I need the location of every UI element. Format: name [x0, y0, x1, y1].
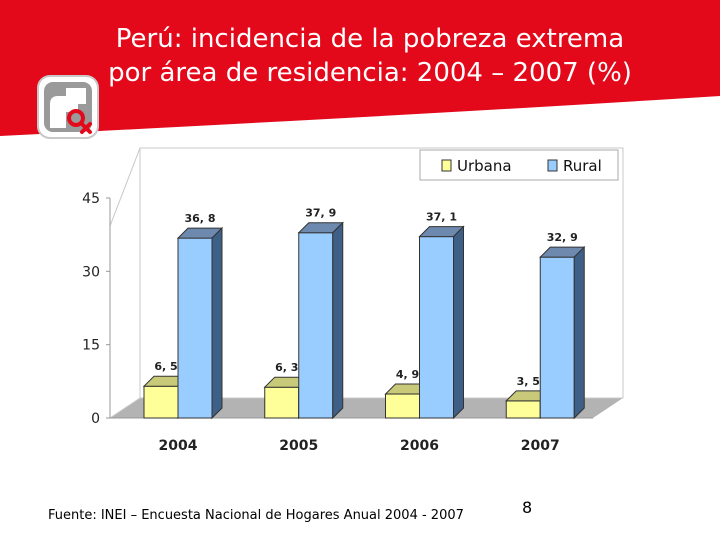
page-title: Perú: incidencia de la pobreza extrema p…	[90, 22, 650, 90]
x-axis: 2004 2005 2006 2007	[159, 438, 560, 454]
bar-side	[573, 245, 585, 420]
x-tick-label: 2004	[159, 438, 198, 454]
bar-urbana-2004	[143, 385, 179, 419]
bar-rural-2004	[177, 237, 213, 419]
bar-urbana-2005	[264, 386, 300, 419]
y-tick-label: 30	[82, 264, 100, 280]
page-number: 8	[522, 498, 533, 517]
data-label: 32, 9	[547, 231, 578, 244]
bar-side	[211, 226, 223, 420]
legend-label-rural: Rural	[563, 157, 602, 175]
legend-box	[419, 149, 619, 181]
chart-side-wall	[109, 147, 141, 419]
inei-logo-icon	[37, 75, 99, 139]
bar-chart: 0 15 30 45 6, 5 36, 8 6, 3 37, 9 4, 9 37, 1 3, 5 3…	[82, 147, 624, 454]
data-label: 36, 8	[185, 212, 216, 225]
legend-label-urbana: Urbana	[457, 157, 512, 175]
banner-shape	[0, 0, 720, 136]
legend-swatch-urbana	[441, 159, 452, 172]
bar-rural-2006	[419, 236, 454, 419]
data-label: 37, 1	[426, 211, 457, 224]
data-label: 6, 5	[154, 360, 177, 373]
y-tick-label: 15	[82, 338, 100, 354]
data-label: 6, 3	[275, 361, 298, 374]
x-tick-label: 2006	[400, 438, 439, 454]
title-line-2: por área de residencia: 2004 – 2007 (%)	[108, 58, 632, 88]
x-tick-label: 2007	[521, 438, 560, 454]
title-line-1: Perú: incidencia de la pobreza extrema	[115, 24, 625, 54]
source-note: Fuente: INEI – Encuesta Nacional de Hoga…	[48, 508, 464, 523]
x-tick-label: 2005	[279, 438, 318, 454]
data-labels: 6, 5 36, 8 6, 3 37, 9 4, 9 37, 1 3, 5 32, 9	[154, 207, 577, 388]
bar-rural-2005	[298, 232, 334, 419]
data-label: 37, 9	[305, 207, 336, 220]
title-banner	[0, 0, 720, 136]
chart-floor	[110, 398, 623, 418]
y-tick-label: 0	[91, 411, 100, 427]
y-tick-label: 45	[82, 191, 100, 207]
bar-side	[453, 225, 464, 420]
legend: Urbana Rural	[419, 149, 619, 181]
bar-urbana-2006	[385, 393, 420, 419]
data-label: 4, 9	[396, 368, 419, 381]
legend-swatch-rural	[547, 159, 558, 172]
data-label: 3, 5	[517, 375, 540, 388]
bars	[142, 221, 586, 420]
bar-side	[332, 221, 344, 420]
bar-rural-2007	[539, 256, 575, 419]
bar-urbana-2007	[505, 400, 541, 419]
